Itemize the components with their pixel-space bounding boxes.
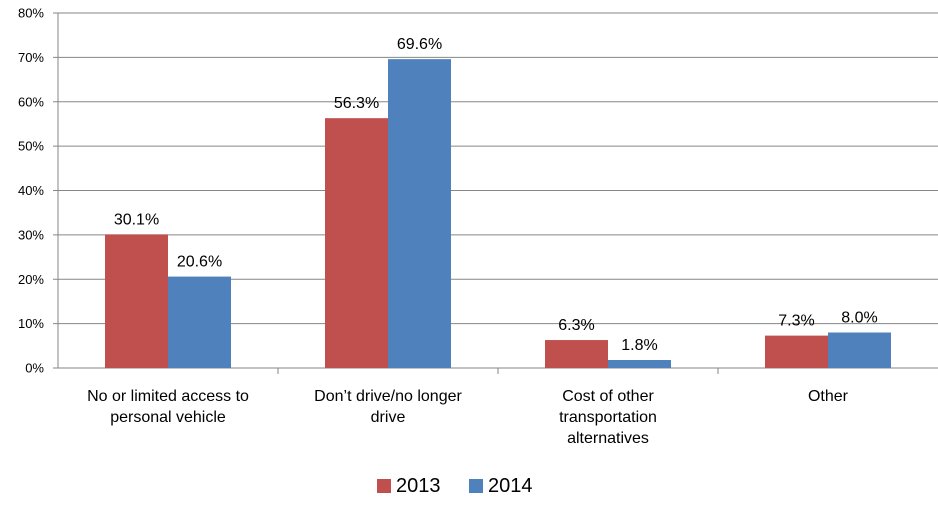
legend-label-2014: 2014 xyxy=(488,475,533,497)
data-label-2013: 30.1% xyxy=(114,211,159,228)
data-label-2013: 6.3% xyxy=(558,317,594,334)
y-tick-label: 0% xyxy=(25,361,44,376)
x-tick-label-line: personal vehicle xyxy=(110,409,226,426)
y-axis: 0% 10% 20% 30% 40% 50% 60% 70% 80% xyxy=(18,6,59,376)
bar-2014 xyxy=(608,360,671,368)
x-axis: No or limited access to personal vehicle D… xyxy=(58,367,938,447)
data-label-2014: 8.0% xyxy=(841,310,877,327)
y-tick-label: 20% xyxy=(18,272,44,287)
y-tick-label: 80% xyxy=(18,6,44,21)
bar-2014 xyxy=(388,59,451,369)
x-tick-label-line: alternatives xyxy=(567,430,649,447)
x-tick-label: Don’t drive/no longer drive xyxy=(314,388,462,426)
x-tick-label: Other xyxy=(808,388,849,405)
bar-2013 xyxy=(105,234,168,368)
x-tick-label: Cost of other transportation alternatives xyxy=(559,388,657,447)
y-tick-label: 50% xyxy=(18,139,44,154)
legend-label-2013: 2013 xyxy=(396,475,441,497)
y-tick-label: 60% xyxy=(18,94,44,109)
data-label-2014: 1.8% xyxy=(621,337,657,354)
legend: 2013 2014 xyxy=(377,475,533,497)
bar-2013 xyxy=(325,118,388,368)
legend-swatch-2014 xyxy=(469,479,483,493)
legend-swatch-2013 xyxy=(377,479,391,493)
bars xyxy=(105,59,891,369)
data-label-2014: 20.6% xyxy=(177,254,222,271)
x-tick-label-line: transportation xyxy=(559,409,657,426)
y-tick-label: 70% xyxy=(18,50,44,65)
bar-2013 xyxy=(545,340,608,368)
data-label-2013: 7.3% xyxy=(778,313,814,330)
x-tick-label: No or limited access to personal vehicle xyxy=(87,388,249,426)
x-tick-label-line: Cost of other xyxy=(562,388,654,405)
bar-2013 xyxy=(765,335,828,368)
bar-2014 xyxy=(828,332,891,368)
data-labels: 30.1% 20.6% 56.3% 69.6% 6.3% 1.8% 7.3% 8.0% xyxy=(114,36,878,354)
x-tick-label-line: Other xyxy=(808,388,849,405)
x-tick-label-line: No or limited access to xyxy=(87,388,249,405)
x-tick-label-line: Don’t drive/no longer xyxy=(314,388,462,405)
y-tick-label: 30% xyxy=(18,227,44,242)
data-label-2014: 69.6% xyxy=(397,36,442,53)
data-label-2013: 56.3% xyxy=(334,95,379,112)
y-tick-label: 10% xyxy=(18,316,44,331)
y-tick-label: 40% xyxy=(18,183,44,198)
x-tick-label-line: drive xyxy=(371,409,406,426)
bar-2014 xyxy=(168,276,231,368)
